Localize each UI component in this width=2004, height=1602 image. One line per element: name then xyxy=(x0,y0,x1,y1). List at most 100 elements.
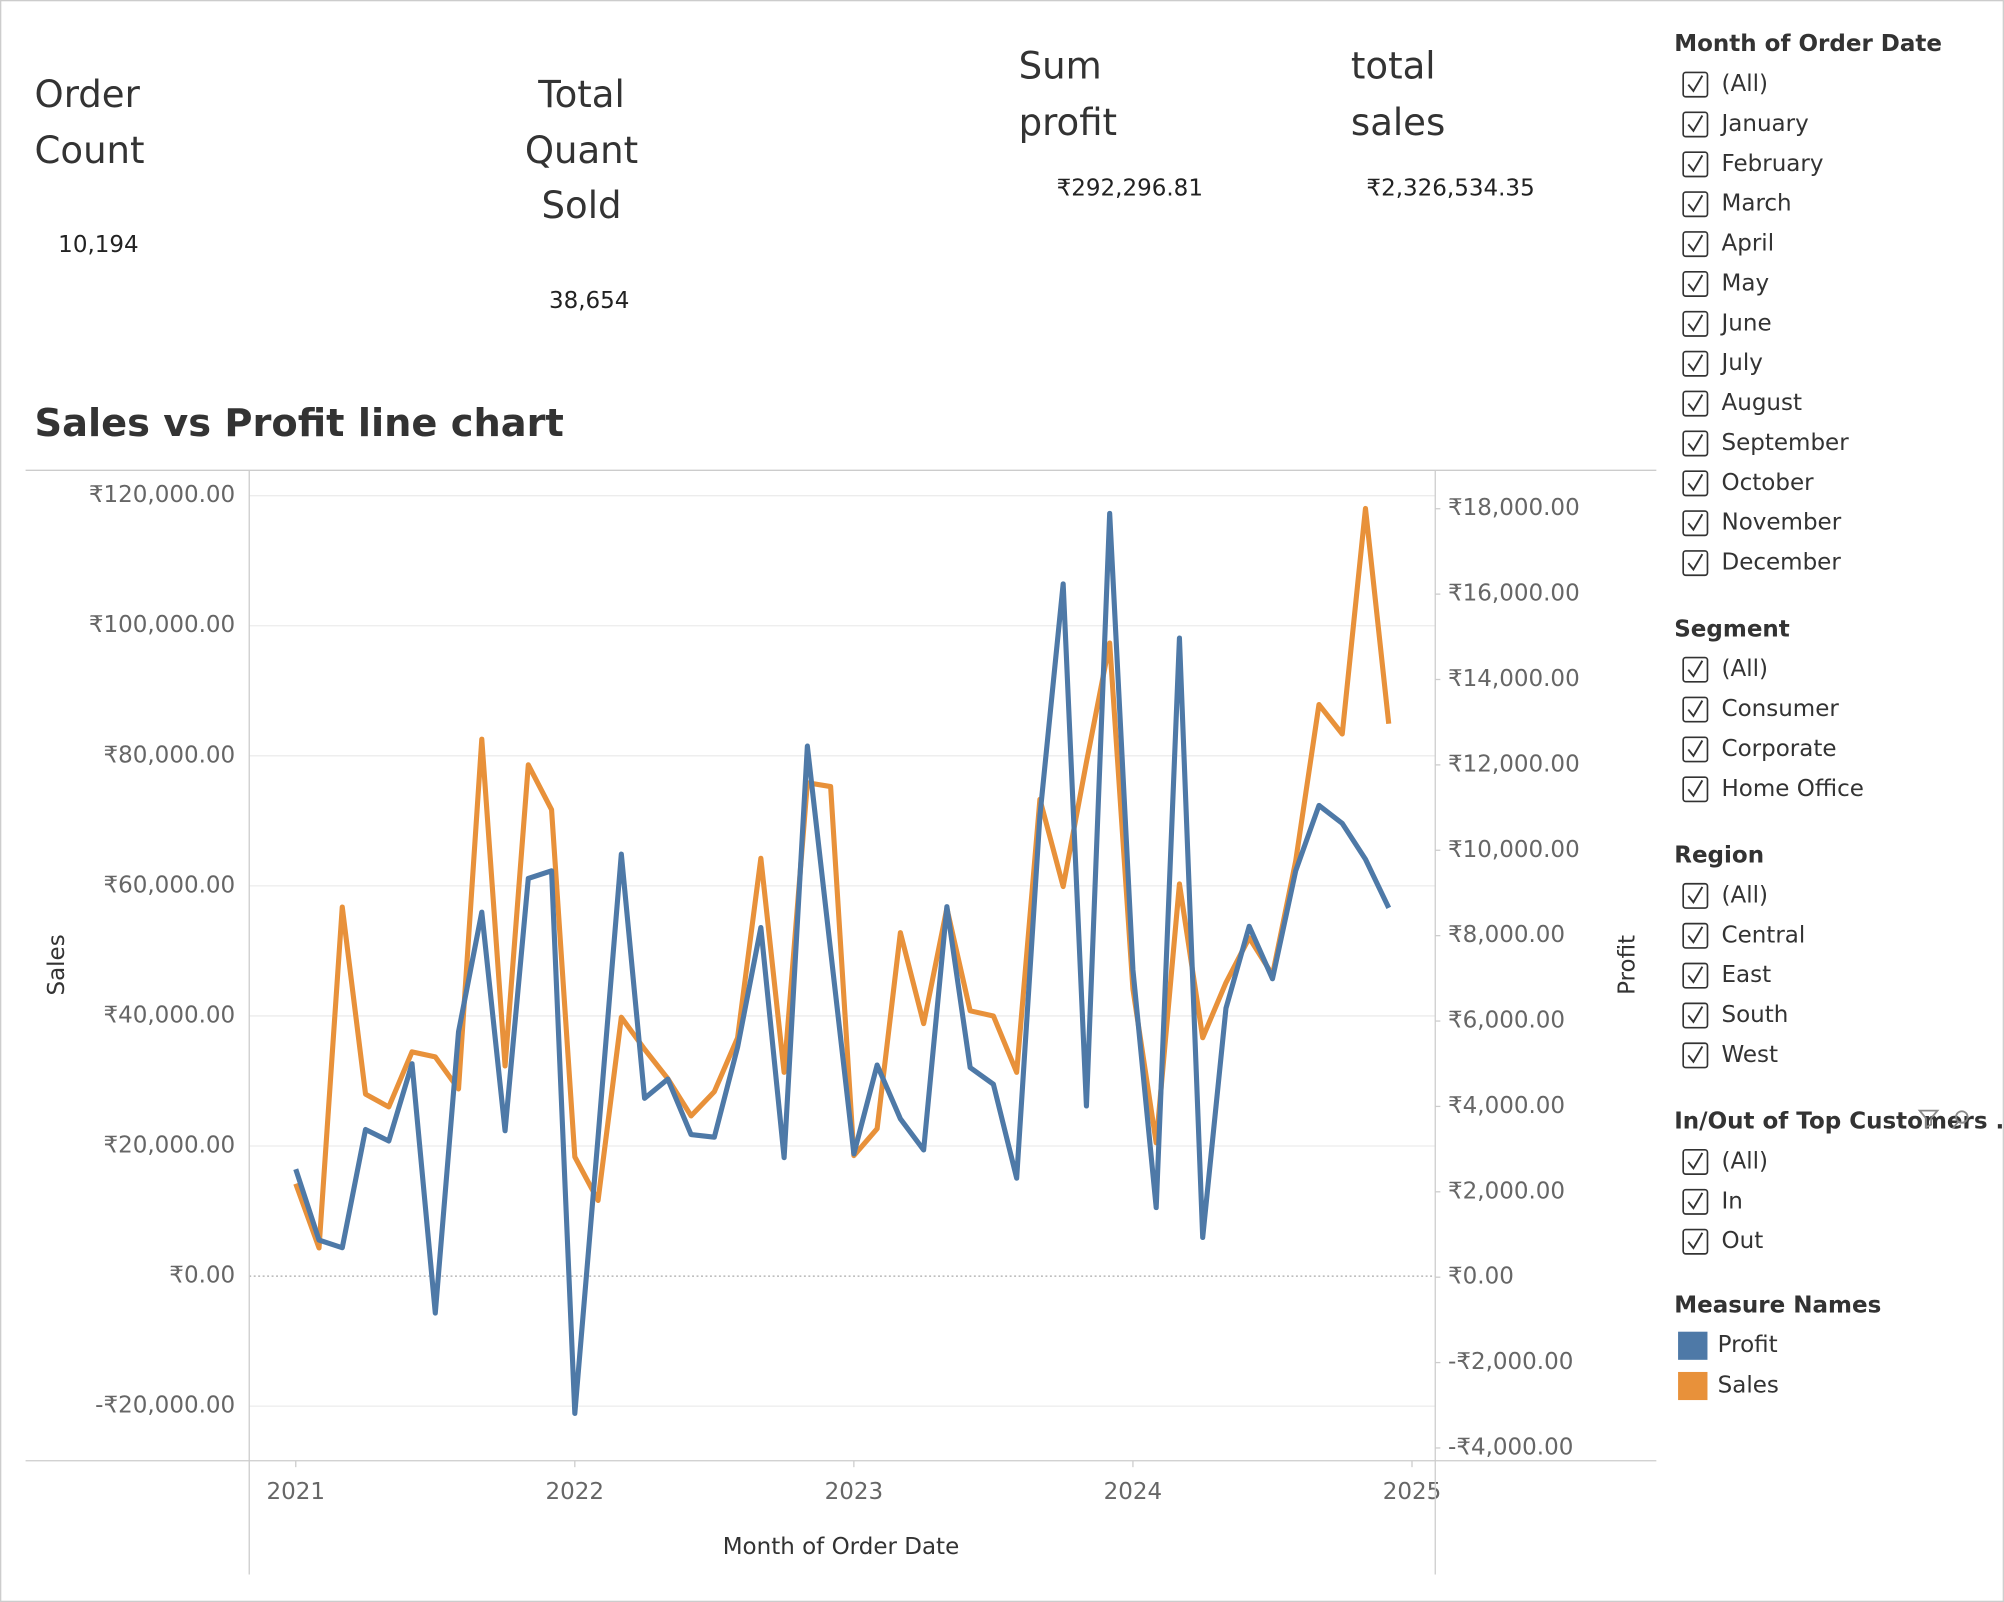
filter-option-label[interactable]: June xyxy=(1720,310,1772,336)
checkbox[interactable] xyxy=(1682,1188,1709,1215)
checkbox[interactable] xyxy=(1682,922,1709,949)
x-tick-label: 2025 xyxy=(1383,1479,1442,1505)
filter-option-label[interactable]: October xyxy=(1722,470,1815,496)
filter-option-label[interactable]: Out xyxy=(1722,1228,1764,1254)
kpi-label: Total Quant Sold xyxy=(525,72,638,226)
checkbox[interactable] xyxy=(1682,390,1709,417)
filter-option[interactable]: Out xyxy=(1682,1228,1764,1255)
filter-option[interactable]: West xyxy=(1682,1042,1779,1069)
filter-option[interactable]: Home Office xyxy=(1682,776,1864,803)
checkbox[interactable] xyxy=(1682,350,1709,377)
checkmark xyxy=(1687,779,1704,798)
y-tick-label: ₹60,000.00 xyxy=(103,872,235,898)
checkmark xyxy=(1687,473,1704,492)
filter-option[interactable]: December xyxy=(1682,550,1842,577)
checkbox[interactable] xyxy=(1682,696,1709,723)
filter-option-label[interactable]: Corporate xyxy=(1722,736,1837,762)
checkbox[interactable] xyxy=(1682,1042,1709,1069)
filter-option[interactable]: In xyxy=(1682,1188,1743,1215)
checkbox[interactable] xyxy=(1682,736,1709,763)
checkbox[interactable] xyxy=(1682,111,1709,138)
checkbox[interactable] xyxy=(1682,962,1709,989)
checkbox[interactable] xyxy=(1682,1002,1709,1029)
x-tick-label: 2022 xyxy=(546,1479,605,1505)
filter-option-label[interactable]: In xyxy=(1722,1188,1743,1214)
filter-option[interactable]: Corporate xyxy=(1682,736,1837,763)
filter-option[interactable]: September xyxy=(1682,430,1850,457)
filter-option[interactable]: (All) xyxy=(1682,882,1768,909)
filter-option-label[interactable]: (All) xyxy=(1722,882,1768,908)
legend-swatch xyxy=(1678,1331,1708,1360)
filter-option-label[interactable]: August xyxy=(1722,390,1803,416)
filter-option[interactable]: March xyxy=(1682,191,1792,218)
filter-option-label[interactable]: West xyxy=(1722,1042,1779,1068)
filter-option-label[interactable]: (All) xyxy=(1722,656,1768,682)
filter-option-label[interactable]: Consumer xyxy=(1722,696,1840,722)
checkbox[interactable] xyxy=(1682,550,1709,577)
checkbox[interactable] xyxy=(1682,271,1709,297)
y2-axis-title: Profit xyxy=(1615,935,1641,995)
checkmark xyxy=(1687,1045,1704,1064)
filter-title: In/Out of Top Customers ... xyxy=(1674,1109,2004,1135)
filter-option-label[interactable]: Home Office xyxy=(1722,776,1864,802)
checkbox[interactable] xyxy=(1682,882,1709,909)
checkbox[interactable] xyxy=(1682,776,1709,803)
checkbox[interactable] xyxy=(1682,510,1709,537)
y-tick-label: ₹100,000.00 xyxy=(89,612,235,638)
filter-option-label[interactable]: March xyxy=(1722,191,1792,217)
legend-title: Measure Names xyxy=(1674,1293,1881,1319)
checkbox[interactable] xyxy=(1682,470,1709,497)
y2-tick-label: ₹14,000.00 xyxy=(1448,666,1580,692)
filter-option-label[interactable]: May xyxy=(1722,270,1770,296)
filter-option[interactable]: Consumer xyxy=(1682,696,1840,723)
checkbox[interactable] xyxy=(1682,656,1709,683)
filter-title: Region xyxy=(1674,843,1764,869)
filter-option-label[interactable]: December xyxy=(1722,550,1842,576)
filter-option[interactable]: (All) xyxy=(1682,656,1768,683)
checkbox[interactable] xyxy=(1682,191,1709,218)
filter-option-label[interactable]: South xyxy=(1722,1002,1789,1028)
filter-option[interactable]: July xyxy=(1682,350,1763,377)
y-tick-label: ₹40,000.00 xyxy=(103,1002,235,1028)
filter-option-label[interactable]: November xyxy=(1722,510,1842,536)
filter-option-label[interactable]: January xyxy=(1720,111,1809,137)
checkbox[interactable] xyxy=(1682,1149,1709,1175)
filter-option[interactable]: January xyxy=(1682,111,1809,138)
filter-option[interactable]: October xyxy=(1682,470,1815,497)
kpi-label: total sales xyxy=(1351,44,1445,143)
filter-option-label[interactable]: East xyxy=(1722,962,1772,988)
checkbox[interactable] xyxy=(1682,430,1709,457)
filter-option[interactable]: May xyxy=(1682,270,1770,297)
filter-icon xyxy=(1917,1109,1940,1129)
filter-option-label[interactable]: September xyxy=(1722,430,1850,456)
filter-option-label[interactable]: July xyxy=(1720,350,1763,376)
filter-option[interactable]: South xyxy=(1682,1002,1789,1029)
x-tick-label: 2021 xyxy=(266,1479,325,1505)
filter-option[interactable]: East xyxy=(1682,962,1772,989)
checkbox[interactable] xyxy=(1682,1228,1709,1255)
filter-option[interactable]: (All) xyxy=(1682,1148,1768,1175)
filter-option[interactable]: (All) xyxy=(1682,71,1768,98)
filter-option-label[interactable]: (All) xyxy=(1722,1148,1768,1174)
filter-option[interactable]: August xyxy=(1682,390,1803,417)
checkbox[interactable] xyxy=(1682,151,1709,178)
checkbox[interactable] xyxy=(1682,310,1709,337)
checkmark xyxy=(1687,314,1704,332)
checkbox[interactable] xyxy=(1682,231,1709,258)
filter-option[interactable]: February xyxy=(1682,151,1824,178)
filter-option[interactable]: April xyxy=(1682,231,1775,258)
filter-option-label[interactable]: February xyxy=(1722,151,1824,177)
filter-option[interactable]: Central xyxy=(1682,922,1806,949)
filter-option[interactable]: June xyxy=(1682,310,1772,337)
filter-option-label[interactable]: (All) xyxy=(1722,71,1768,97)
checkmark xyxy=(1687,354,1704,372)
filter-option-label[interactable]: April xyxy=(1722,231,1775,257)
checkmark xyxy=(1687,1232,1704,1250)
filter-option[interactable]: November xyxy=(1682,510,1842,537)
filter-option-label[interactable]: Central xyxy=(1722,922,1806,948)
checkbox[interactable] xyxy=(1682,71,1709,98)
series-line xyxy=(293,505,1392,1251)
